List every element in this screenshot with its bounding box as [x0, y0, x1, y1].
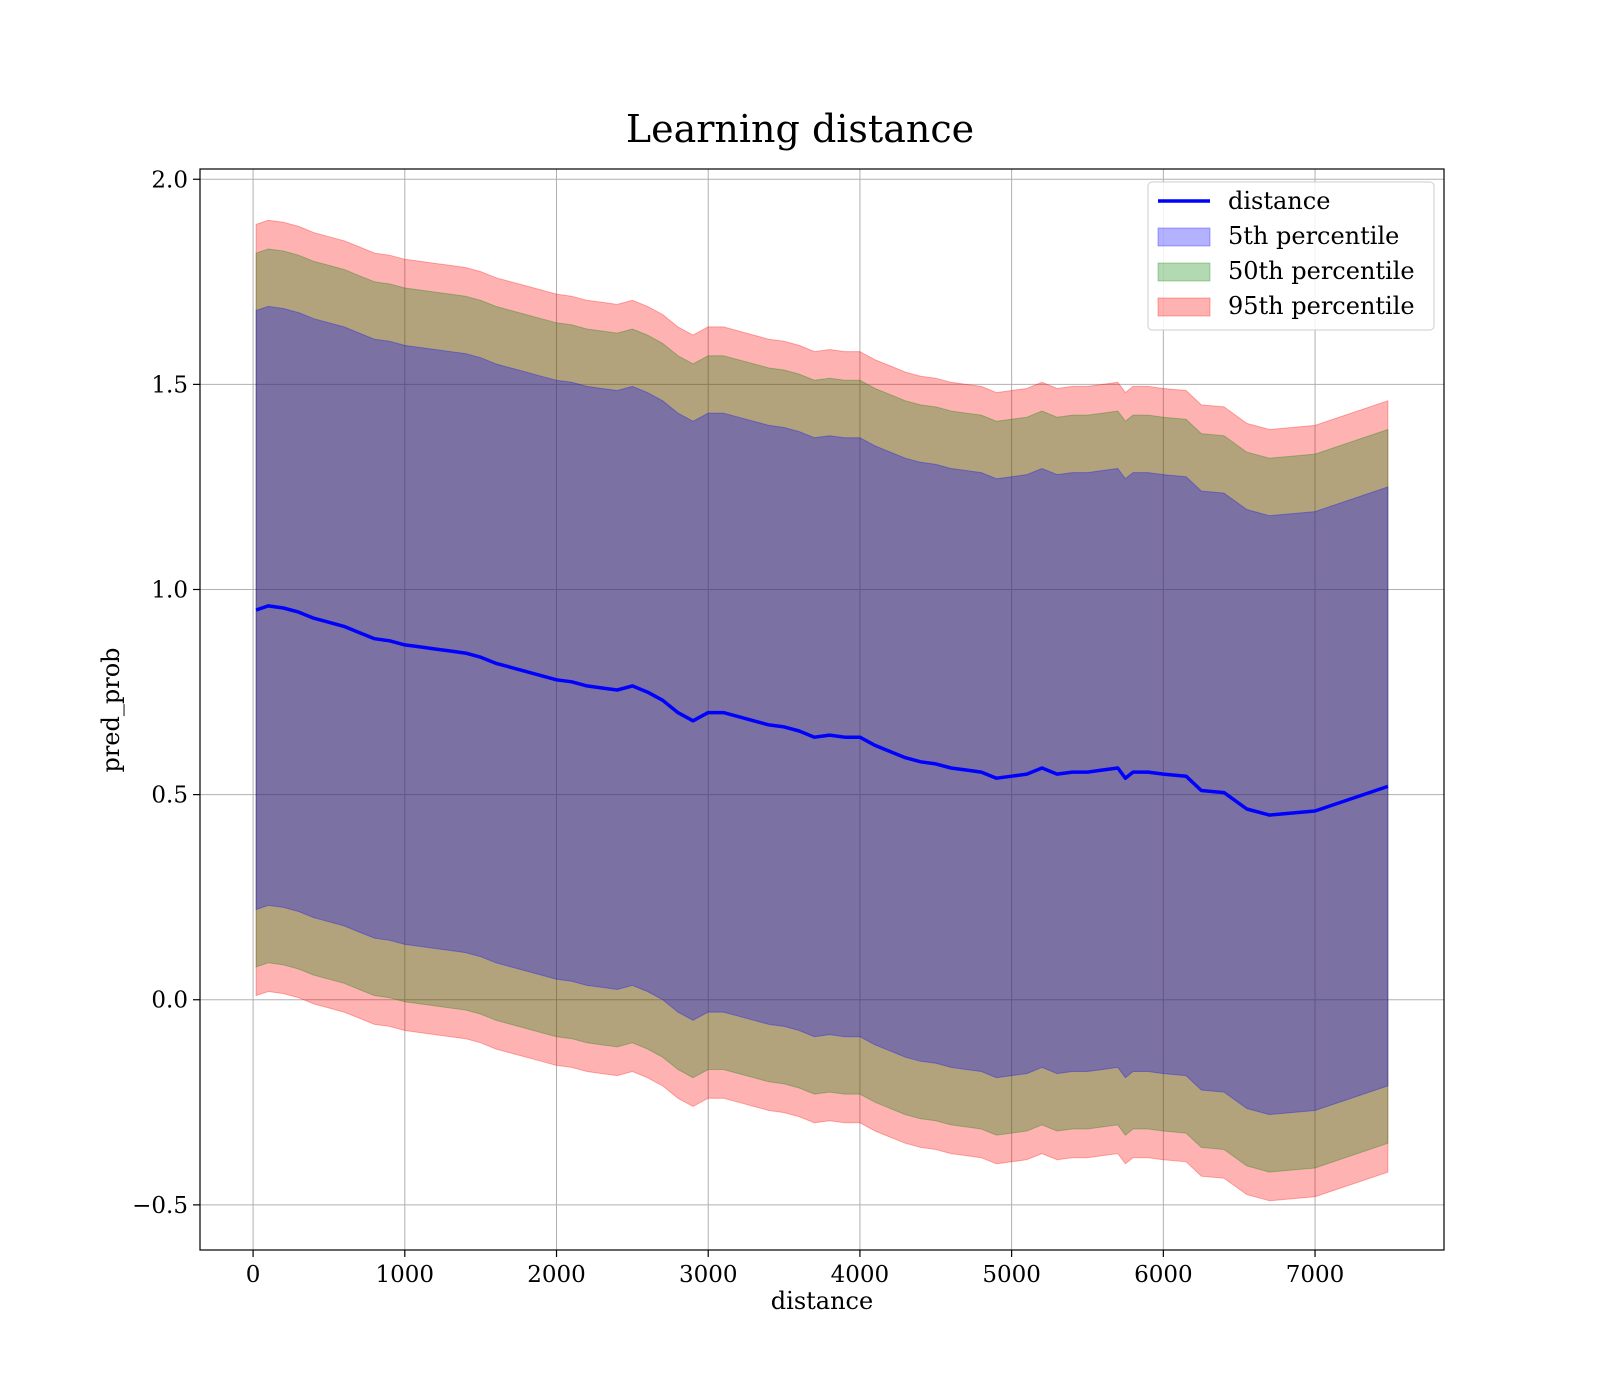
grid	[200, 169, 1444, 1250]
legend-box	[1147, 181, 1435, 331]
x-tick-label: 4000	[831, 1262, 890, 1288]
y-tick-label: −0.5	[132, 1193, 188, 1219]
y-tick-label: 1.5	[151, 372, 188, 398]
band-95th-percentile	[255, 219, 1389, 1202]
chart-title: Learning distance	[626, 107, 974, 151]
legend-swatch-5th-percentile	[1157, 227, 1211, 247]
x-tick-label: 5000	[982, 1262, 1041, 1288]
x-tick-label: 6000	[1134, 1262, 1193, 1288]
band-50th-percentile	[255, 248, 1389, 1173]
series-line-distance	[255, 604, 1389, 817]
axis-ticks: 0 1000 2000 3000 4000 5000 6000 7000 −0.5 0.0 0.5 1…	[132, 167, 1344, 1288]
legend: distance 5th percentile 50th percentile …	[1147, 181, 1435, 331]
x-tick-label: 1000	[376, 1262, 435, 1288]
x-axis-label: distance	[771, 1287, 873, 1315]
y-tick-label: 0.5	[151, 783, 188, 809]
y-tick-label: 1.0	[151, 578, 188, 604]
legend-label-50th-percentile: 50th percentile	[1228, 257, 1415, 285]
x-tick-label: 7000	[1286, 1262, 1345, 1288]
legend-swatch-95th-percentile	[1157, 297, 1211, 317]
legend-label-distance: distance	[1228, 187, 1330, 215]
y-axis-label: pred_prob	[97, 647, 125, 772]
distance-line-layer	[255, 604, 1389, 817]
x-tick-label: 2000	[527, 1262, 586, 1288]
legend-label-95th-percentile: 95th percentile	[1228, 292, 1415, 320]
x-tick-label: 3000	[679, 1262, 738, 1288]
y-tick-label: 2.0	[151, 167, 188, 193]
band-5th-percentile	[255, 305, 1389, 1116]
percentile-bands	[255, 219, 1389, 1202]
legend-swatch-50th-percentile	[1157, 262, 1211, 282]
x-tick-label: 0	[246, 1262, 261, 1288]
y-tick-label: 0.0	[151, 988, 188, 1014]
plot-frame	[199, 168, 1445, 1251]
legend-label-5th-percentile: 5th percentile	[1228, 222, 1399, 250]
